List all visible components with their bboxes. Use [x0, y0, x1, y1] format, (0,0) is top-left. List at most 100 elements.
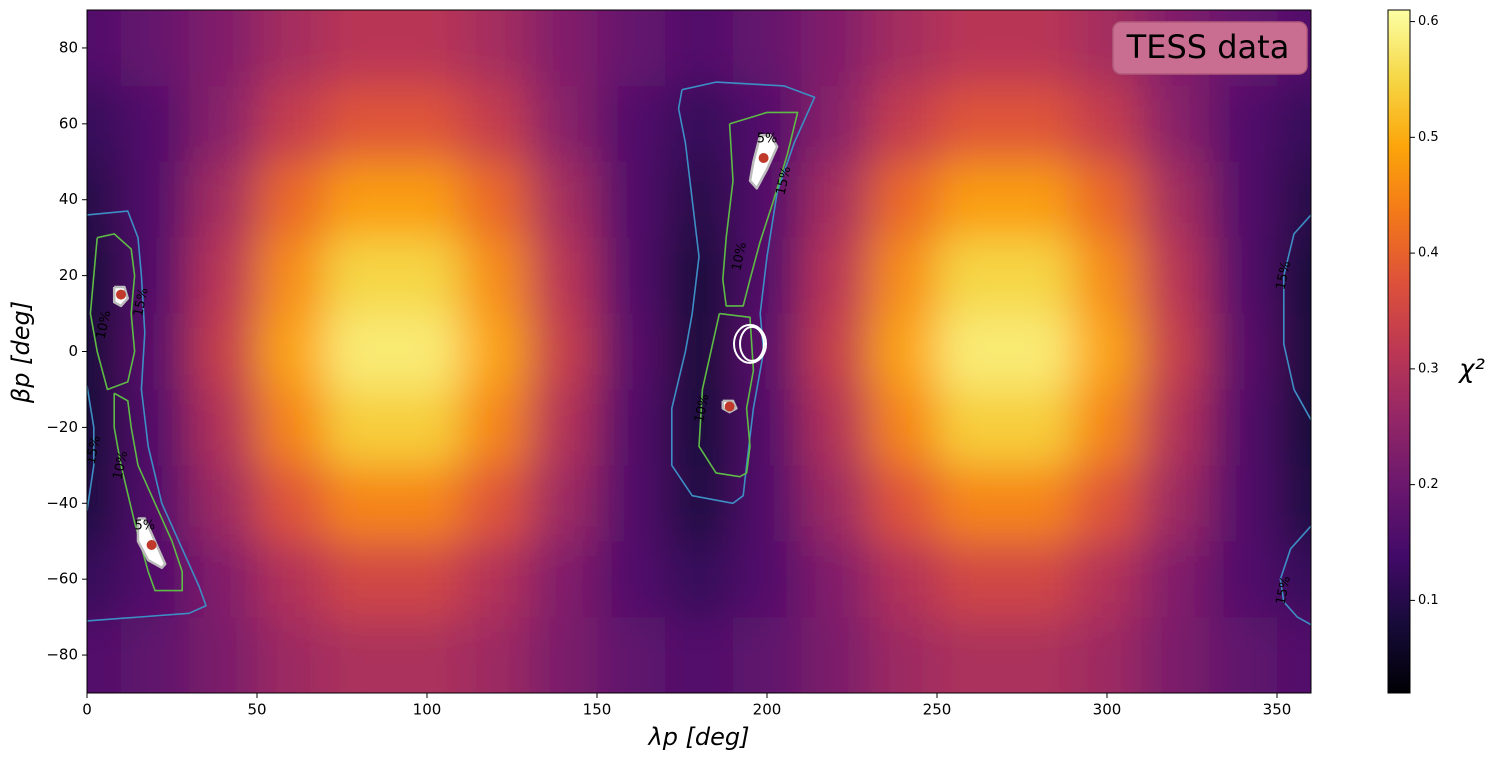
heat-cell [869, 389, 938, 466]
heat-cell [665, 85, 734, 163]
heat-cell [393, 237, 462, 315]
heat-cell [257, 617, 326, 693]
heat-cell [665, 313, 734, 390]
heat-cell [1073, 465, 1142, 542]
x-tick-label: 350 [1263, 701, 1292, 719]
heat-cell [461, 617, 530, 693]
heat-cell [1005, 389, 1074, 466]
heat-cell [869, 541, 938, 618]
colorbar-label: χ² [1457, 355, 1485, 385]
heat-cell [597, 389, 666, 466]
heat-cell [1209, 161, 1278, 239]
heat-cell [189, 161, 258, 239]
chart-title: TESS data [1126, 28, 1290, 66]
heat-cell [665, 617, 734, 693]
heat-cell [937, 85, 1006, 163]
heat-cell [257, 465, 326, 542]
heat-cell [1209, 313, 1278, 390]
colorbar-tick-label: 0.3 [1418, 361, 1439, 376]
heat-cell [393, 10, 462, 87]
heat-cell [189, 617, 258, 693]
best-fit-marker [724, 401, 735, 412]
heat-cell [325, 161, 394, 239]
heat-cell [665, 465, 734, 542]
ring-marker [739, 325, 765, 362]
heat-cell [87, 161, 122, 239]
y-tick-label: −20 [46, 418, 78, 436]
heat-cell [801, 10, 870, 87]
heat-cell [461, 237, 530, 315]
heat-cell [1005, 85, 1074, 163]
heat-cell [257, 237, 326, 315]
heat-cell [733, 389, 802, 466]
heat-cell [937, 313, 1006, 390]
heat-cell [461, 313, 530, 390]
y-tick-label: 80 [59, 38, 78, 56]
heat-cell [461, 541, 530, 618]
heat-cell [529, 10, 598, 87]
heat-cell [869, 161, 938, 239]
x-tick-label: 100 [413, 701, 442, 719]
overlay: 15%15%15%15%15%10%10%10%10%5%5% [87, 81, 1311, 626]
heat-cell [257, 85, 326, 163]
heat-cell [461, 161, 530, 239]
heat-cell [1209, 237, 1278, 315]
y-tick-label: 20 [59, 266, 78, 284]
colorbar-tick-label: 0.5 [1418, 130, 1439, 145]
heat-cell [529, 161, 598, 239]
heat-cell [733, 465, 802, 542]
heat-cell [733, 541, 802, 618]
y-axis-label: βp [deg] [7, 301, 35, 404]
heat-cell [121, 161, 190, 239]
heat-cell [665, 237, 734, 315]
heat-cell [1141, 389, 1210, 466]
heat-cell [529, 313, 598, 390]
heat-cell [1209, 465, 1278, 542]
heat-cell [87, 465, 122, 542]
heat-cell [189, 10, 258, 87]
heat-cell [597, 161, 666, 239]
heat-cell [869, 10, 938, 87]
heat-cell [87, 10, 122, 87]
heat-cell [1141, 161, 1210, 239]
heat-cell [801, 541, 870, 618]
heat-cell [325, 465, 394, 542]
heat-cell [461, 389, 530, 466]
heat-cell [597, 465, 666, 542]
heat-cell [87, 617, 122, 693]
heat-cell [1073, 161, 1142, 239]
heat-cell [257, 10, 326, 87]
heat-cell [801, 237, 870, 315]
contour-label: 15% [1273, 575, 1294, 606]
heat-cell [325, 541, 394, 618]
heat-cell [869, 85, 938, 163]
contour-line [1283, 214, 1311, 421]
heat-cell [189, 85, 258, 163]
y-tick-label: −60 [46, 570, 78, 588]
heat-cell [121, 389, 190, 466]
heat-cell [665, 10, 734, 87]
x-tick-label: 200 [753, 701, 782, 719]
contour-label: 15% [131, 286, 152, 317]
heat-cell [189, 237, 258, 315]
heat-cell [937, 541, 1006, 618]
heat-cell [393, 161, 462, 239]
heat-cell [257, 389, 326, 466]
heat-cell [529, 617, 598, 693]
heatmap [87, 10, 1311, 693]
heat-cell [393, 85, 462, 163]
y-tick-label: 0 [68, 342, 78, 360]
heat-cell [733, 313, 802, 390]
heat-cell [1277, 161, 1311, 239]
heat-cell [121, 313, 190, 390]
contour-label: 5% [134, 519, 155, 534]
heat-cell [937, 617, 1006, 693]
heat-cell [325, 10, 394, 87]
heat-cell [1209, 541, 1278, 618]
title-box [1112, 21, 1308, 75]
x-tick-label: 50 [247, 701, 266, 719]
heat-cell [597, 617, 666, 693]
heat-cell [121, 85, 190, 163]
heat-cell [393, 617, 462, 693]
heat-cell [1209, 617, 1278, 693]
